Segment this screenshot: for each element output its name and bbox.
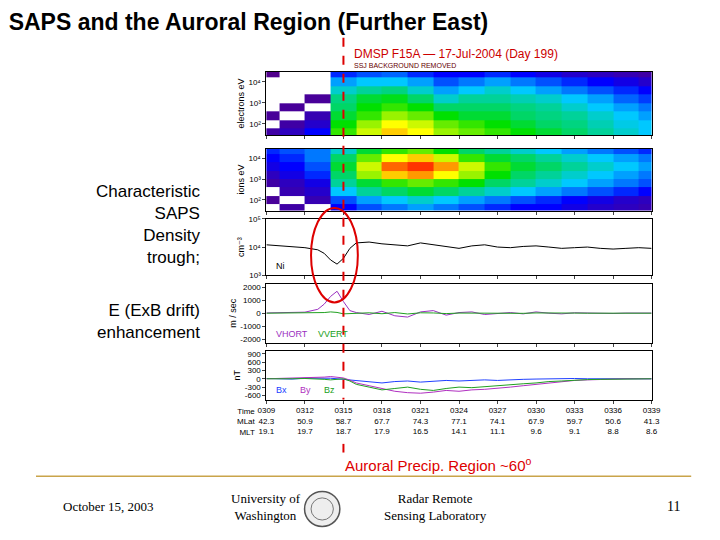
svg-text:-2000: -2000 [240, 335, 261, 344]
svg-text:030942.319.1: 030942.319.1 [258, 406, 276, 436]
svg-text:10²: 10² [249, 120, 261, 129]
svg-text:E (ExB drift)enhancement: E (ExB drift)enhancement [97, 301, 200, 342]
svg-text:10²: 10² [249, 196, 261, 205]
svg-text:Bx: Bx [276, 385, 287, 395]
svg-text:032774.111.1: 032774.111.1 [489, 406, 507, 436]
svg-text:10³: 10³ [249, 271, 261, 280]
svg-text:SSJ BACKGROUND REMOVED: SSJ BACKGROUND REMOVED [354, 62, 456, 69]
svg-text:0: 0 [256, 375, 261, 384]
svg-text:University ofWashington: University ofWashington [231, 491, 301, 523]
svg-text:033359.79.1: 033359.79.1 [566, 406, 584, 436]
svg-text:Ni: Ni [276, 261, 285, 271]
svg-text:October 15, 2003: October 15, 2003 [63, 499, 154, 514]
svg-text:m / sec: m / sec [228, 298, 238, 328]
svg-text:0: 0 [256, 309, 261, 318]
svg-text:-1000: -1000 [240, 322, 261, 331]
svg-text:11: 11 [667, 499, 680, 514]
svg-text:300: 300 [247, 366, 261, 375]
svg-text:Auroral Precip. Region ~60​o​: Auroral Precip. Region ~60​o​ [345, 455, 532, 474]
svg-text:-300: -300 [245, 383, 262, 392]
svg-text:10⁵: 10⁵ [249, 215, 261, 224]
svg-text:600: 600 [247, 358, 261, 367]
svg-text:031867.717.9: 031867.717.9 [373, 406, 391, 436]
svg-text:DMSP F15A — 17-Jul-2004 (Day 1: DMSP F15A — 17-Jul-2004 (Day 199) [354, 47, 558, 61]
svg-text:nT: nT [232, 370, 242, 381]
svg-text:033941.38.6: 033941.38.6 [643, 406, 661, 436]
svg-text:-600: -600 [245, 391, 262, 400]
svg-text:10³: 10³ [249, 175, 261, 184]
svg-text:VVERT: VVERT [318, 329, 348, 339]
svg-text:900: 900 [247, 350, 261, 359]
svg-text:cm⁻³: cm⁻³ [236, 237, 246, 257]
svg-text:Radar RemoteSensing Laboratory: Radar RemoteSensing Laboratory [384, 491, 487, 523]
svg-text:032174.316.5: 032174.316.5 [412, 406, 430, 436]
svg-text:SAPS and the Auroral Region (F: SAPS and the Auroral Region (Further Eas… [9, 9, 489, 35]
svg-text:1000: 1000 [243, 296, 261, 305]
svg-text:VHORT: VHORT [276, 329, 308, 339]
svg-text:032477.114.1: 032477.114.1 [450, 406, 468, 436]
svg-text:TimeMLatMLT: TimeMLatMLT [237, 407, 256, 437]
svg-text:electrons eV: electrons eV [236, 78, 246, 128]
svg-text:031250.919.7: 031250.919.7 [296, 406, 314, 436]
svg-text:031558.718.7: 031558.718.7 [335, 406, 353, 436]
svg-text:Bz: Bz [324, 385, 335, 395]
svg-text:033650.68.8: 033650.68.8 [604, 406, 622, 436]
svg-text:ions eV: ions eV [236, 165, 246, 195]
svg-text:10⁴: 10⁴ [248, 154, 261, 163]
svg-text:CharacteristicSAPSDensitytroug: CharacteristicSAPSDensitytrough; [96, 182, 200, 267]
svg-text:By: By [300, 385, 311, 395]
svg-text:033067.99.6: 033067.99.6 [527, 406, 545, 436]
svg-text:2000: 2000 [243, 283, 261, 292]
svg-text:10⁴: 10⁴ [248, 243, 261, 252]
svg-text:10³: 10³ [249, 99, 261, 108]
svg-text:10⁴: 10⁴ [248, 78, 261, 87]
